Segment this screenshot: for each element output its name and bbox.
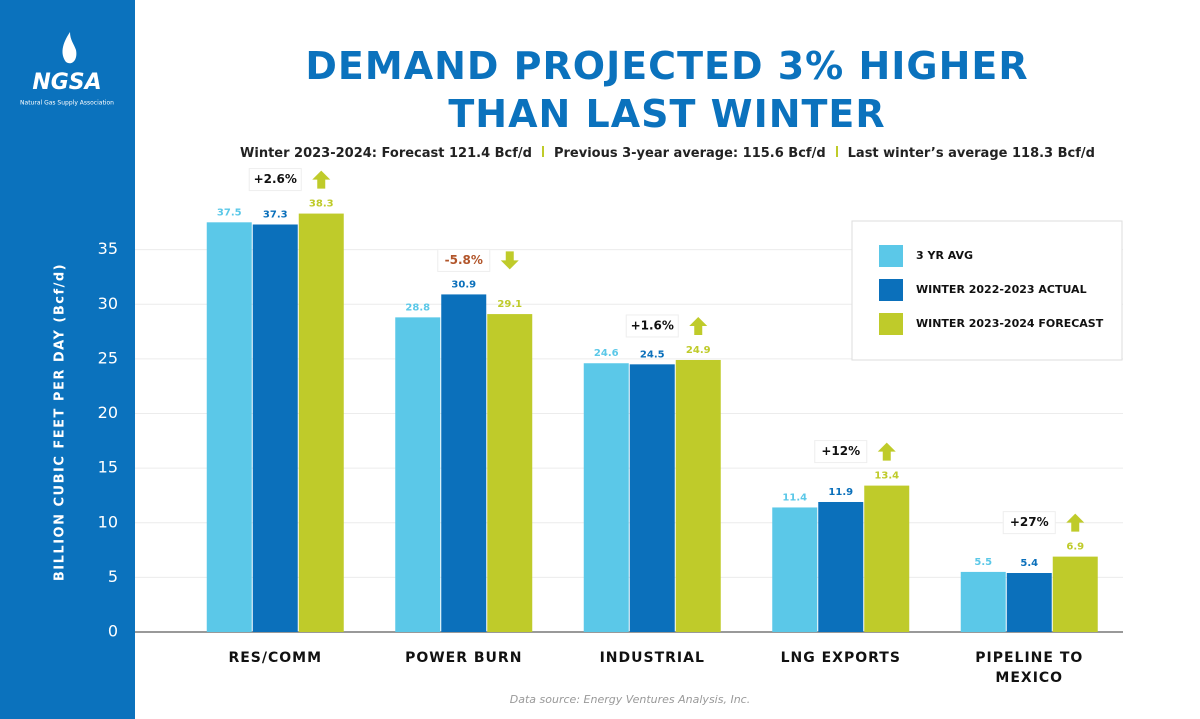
data-label: 28.8 bbox=[405, 302, 430, 313]
x-tick-label: INDUSTRIAL bbox=[599, 650, 705, 666]
data-label: 38.3 bbox=[309, 199, 334, 210]
y-tick-label: 25 bbox=[98, 348, 118, 367]
legend-swatch bbox=[879, 279, 903, 301]
x-tick-label: POWER BURN bbox=[405, 650, 523, 666]
annotation: +1.6% bbox=[631, 318, 674, 332]
legend-label: WINTER 2022-2023 ACTUAL bbox=[916, 283, 1087, 296]
data-label: 24.5 bbox=[640, 349, 665, 360]
legend-label: 3 YR AVG bbox=[916, 249, 973, 262]
change-arrow bbox=[1066, 513, 1085, 532]
annotation-box bbox=[248, 168, 302, 192]
sidebar bbox=[0, 0, 135, 719]
annotation: +12% bbox=[821, 444, 860, 458]
data-label: 13.4 bbox=[874, 471, 899, 482]
x-tick-label: PIPELINE TO MEXICO bbox=[975, 650, 1084, 686]
bar bbox=[487, 314, 533, 632]
data-label: 11.4 bbox=[782, 492, 807, 503]
x-tick-label: LNG EXPORTS bbox=[780, 650, 901, 666]
y-tick-label: 10 bbox=[98, 512, 118, 531]
bar bbox=[298, 213, 344, 632]
bar bbox=[252, 224, 298, 632]
y-tick-label: 20 bbox=[98, 403, 118, 422]
bar bbox=[583, 363, 629, 632]
data-label: 5.5 bbox=[974, 557, 992, 568]
subtitle-part: Winter 2023-2024: Forecast 121.4 Bcf/d bbox=[240, 146, 532, 161]
data-label: 6.9 bbox=[1066, 542, 1084, 553]
separator bbox=[835, 146, 838, 157]
bar bbox=[818, 501, 864, 632]
data-label: 29.1 bbox=[497, 299, 522, 310]
annotation-box bbox=[625, 314, 679, 338]
bar bbox=[1006, 573, 1052, 632]
data-label: 37.3 bbox=[263, 209, 288, 220]
legend-swatch bbox=[879, 245, 903, 267]
bar bbox=[441, 294, 487, 632]
bar bbox=[395, 317, 441, 632]
y-tick-label: 30 bbox=[98, 294, 118, 313]
y-tick-label: 5 bbox=[108, 567, 118, 586]
data-label: 30.9 bbox=[451, 279, 476, 290]
data-label: 24.6 bbox=[594, 348, 619, 359]
data-label: 24.9 bbox=[686, 345, 711, 356]
bar bbox=[960, 571, 1006, 632]
annotation: -5.8% bbox=[445, 253, 483, 267]
y-tick-label: 0 bbox=[108, 622, 118, 641]
logo-name: NGSA bbox=[32, 70, 101, 95]
source: Data source: Energy Ventures Analysis, I… bbox=[509, 693, 751, 706]
annotation-box bbox=[814, 440, 868, 464]
logo-flame bbox=[62, 32, 77, 64]
bar bbox=[1052, 556, 1098, 632]
change-arrow bbox=[500, 251, 519, 270]
annotation-box bbox=[1002, 511, 1056, 535]
separator bbox=[541, 146, 544, 157]
y-tick-label: 15 bbox=[98, 458, 118, 477]
annotation: +27% bbox=[1010, 515, 1049, 529]
legend-label: WINTER 2023-2024 FORECAST bbox=[916, 317, 1104, 330]
change-arrow bbox=[312, 170, 331, 189]
y-tick-label: 35 bbox=[98, 239, 118, 258]
bar bbox=[629, 364, 675, 632]
change-arrow bbox=[689, 316, 708, 335]
subtitle-part: Previous 3-year average: 115.6 Bcf/d bbox=[553, 146, 826, 161]
chart-title: DEMAND PROJECTED 3% HIGHER THAN LAST WIN… bbox=[305, 44, 1029, 136]
data-label: 11.9 bbox=[828, 487, 853, 498]
bar bbox=[206, 222, 252, 632]
annotation: +2.6% bbox=[254, 172, 297, 186]
data-label: 37.5 bbox=[217, 207, 242, 218]
legend-swatch bbox=[879, 313, 903, 335]
x-tick-label: RES/COMM bbox=[228, 650, 323, 666]
subtitle-part: Last winter’s average 118.3 Bcf/d bbox=[847, 146, 1095, 161]
logo-tagline: Natural Gas Supply Association bbox=[20, 100, 114, 107]
bar bbox=[675, 359, 721, 632]
data-label: 5.4 bbox=[1020, 558, 1038, 569]
y-axis-label: BILLION CUBIC FEET PER DAY (Bcf/d) bbox=[53, 263, 68, 581]
annotation-box bbox=[437, 248, 491, 272]
change-arrow bbox=[877, 442, 896, 461]
subtitle: Winter 2023-2024: Forecast 121.4 Bcf/d Pr… bbox=[135, 146, 1200, 161]
bar bbox=[864, 485, 910, 632]
bar bbox=[772, 507, 818, 632]
